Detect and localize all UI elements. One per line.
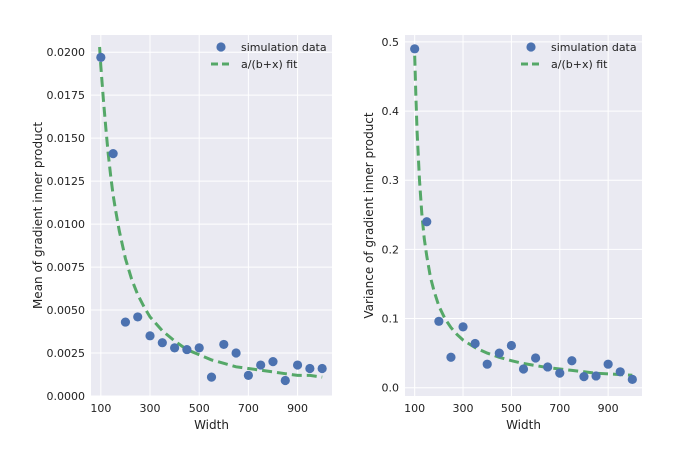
left-data-point — [243, 370, 253, 380]
left-x-axis-label: Width — [194, 418, 229, 432]
left-legend-marker-scatter — [216, 42, 226, 52]
right-y-tick-label: 0.2 — [382, 243, 400, 256]
left-data-point — [108, 149, 118, 159]
left-data-point — [145, 331, 155, 341]
right-data-point — [591, 371, 601, 381]
right-data-point — [494, 348, 504, 358]
left-x-tick-label: 900 — [287, 402, 308, 415]
left-data-point — [170, 343, 180, 353]
right-data-point — [482, 359, 492, 369]
right-data-point — [458, 322, 468, 332]
right-y-axis-label: Variance of gradient inner product — [362, 112, 376, 319]
left-data-point — [120, 317, 131, 327]
right-data-point — [567, 356, 577, 366]
left-data-point — [96, 52, 106, 62]
left-legend-label-line: a/(b+x) fit — [241, 58, 298, 71]
left-data-point — [219, 339, 229, 350]
left-x-tick-label: 300 — [140, 402, 161, 415]
left-y-tick-label: 0.0075 — [47, 261, 86, 274]
right-x-tick-label: 100 — [404, 402, 425, 415]
left-data-point — [280, 375, 290, 386]
left-y-tick-label: 0.0200 — [47, 46, 86, 59]
right-data-point — [518, 364, 529, 374]
right-data-point — [470, 338, 480, 349]
right-x-tick-label: 300 — [453, 402, 474, 415]
right-data-point — [627, 374, 637, 385]
left-y-tick-label: 0.0100 — [47, 218, 86, 231]
right-y-tick-label: 0.3 — [382, 174, 400, 187]
left-data-point — [206, 372, 217, 382]
left-panel: 100 300 500 700 900 0.0000 0.0025 0.0050 0.0075 0… — [31, 35, 332, 432]
left-y-tick-label: 0.0150 — [47, 132, 86, 145]
right-legend-marker-scatter — [526, 42, 536, 52]
left-y-tick-label: 0.0050 — [47, 304, 86, 317]
right-data-point — [506, 340, 517, 351]
left-x-tick-label: 100 — [90, 402, 111, 415]
left-data-point — [268, 357, 278, 367]
right-data-point — [422, 217, 432, 227]
right-y-tick-label: 0.0 — [382, 382, 400, 395]
right-data-point — [410, 44, 420, 54]
right-data-point — [543, 362, 553, 372]
right-x-tick-label: 700 — [549, 402, 570, 415]
right-legend-label-scatter: simulation data — [551, 41, 637, 54]
right-panel: 100 300 500 700 900 0.0 0.1 0.2 0.3 0.4 0.5 Width Va… — [362, 35, 642, 432]
left-legend: simulation data a/(b+x) fit — [211, 41, 327, 71]
left-data-point — [305, 363, 315, 374]
left-data-point — [256, 360, 266, 370]
left-data-point — [231, 348, 241, 358]
right-plot-background — [405, 35, 642, 396]
right-x-tick-label: 500 — [501, 402, 522, 415]
left-x-tick-label: 700 — [238, 402, 259, 415]
right-fit-line — [413, 55, 633, 377]
right-data-point — [615, 367, 625, 377]
right-data-point — [579, 372, 589, 382]
right-data-point — [530, 353, 541, 363]
left-y-tick-label: 0.0125 — [47, 175, 86, 188]
left-y-tick-label: 0.0175 — [47, 89, 86, 102]
left-y-tick-label: 0.0025 — [47, 347, 86, 360]
left-data-point — [157, 338, 167, 348]
right-legend: simulation data a/(b+x) fit — [521, 41, 637, 71]
right-x-tick-label: 900 — [598, 402, 619, 415]
right-y-tick-label: 0.5 — [382, 36, 400, 49]
left-y-tick-label: 0.0000 — [47, 390, 86, 403]
left-data-point — [194, 343, 204, 353]
right-data-point — [603, 359, 613, 369]
right-y-tick-label: 0.1 — [382, 313, 400, 326]
right-data-point — [434, 316, 444, 326]
left-data-point — [317, 363, 327, 374]
left-data-point — [182, 344, 192, 355]
right-y-tick-label: 0.4 — [382, 105, 400, 118]
right-data-point — [555, 368, 565, 378]
left-fit-line — [98, 46, 323, 379]
right-x-axis-label: Width — [506, 418, 541, 432]
left-plot-background — [91, 35, 332, 396]
left-y-axis-label: Mean of gradient inner product — [31, 122, 45, 309]
left-legend-label-scatter: simulation data — [241, 41, 327, 54]
right-legend-label-line: a/(b+x) fit — [551, 58, 608, 71]
left-data-point — [133, 312, 143, 322]
left-data-point — [292, 360, 303, 370]
left-x-tick-label: 500 — [189, 402, 210, 415]
right-data-point — [446, 352, 456, 362]
